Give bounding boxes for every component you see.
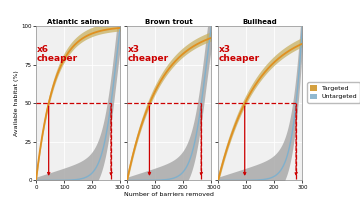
Legend: Targeted, Untargeted: Targeted, Untargeted [307, 82, 360, 103]
Title: Brown trout: Brown trout [145, 19, 193, 25]
Title: Atlantic salmon: Atlantic salmon [47, 19, 109, 25]
Y-axis label: Available habitat (%): Available habitat (%) [14, 71, 19, 136]
X-axis label: Number of barriers removed: Number of barriers removed [124, 192, 214, 197]
Text: x6
cheaper: x6 cheaper [37, 45, 78, 63]
Text: x3
cheaper: x3 cheaper [127, 45, 169, 63]
Text: x3
cheaper: x3 cheaper [219, 45, 260, 63]
Title: Bullhead: Bullhead [243, 19, 278, 25]
